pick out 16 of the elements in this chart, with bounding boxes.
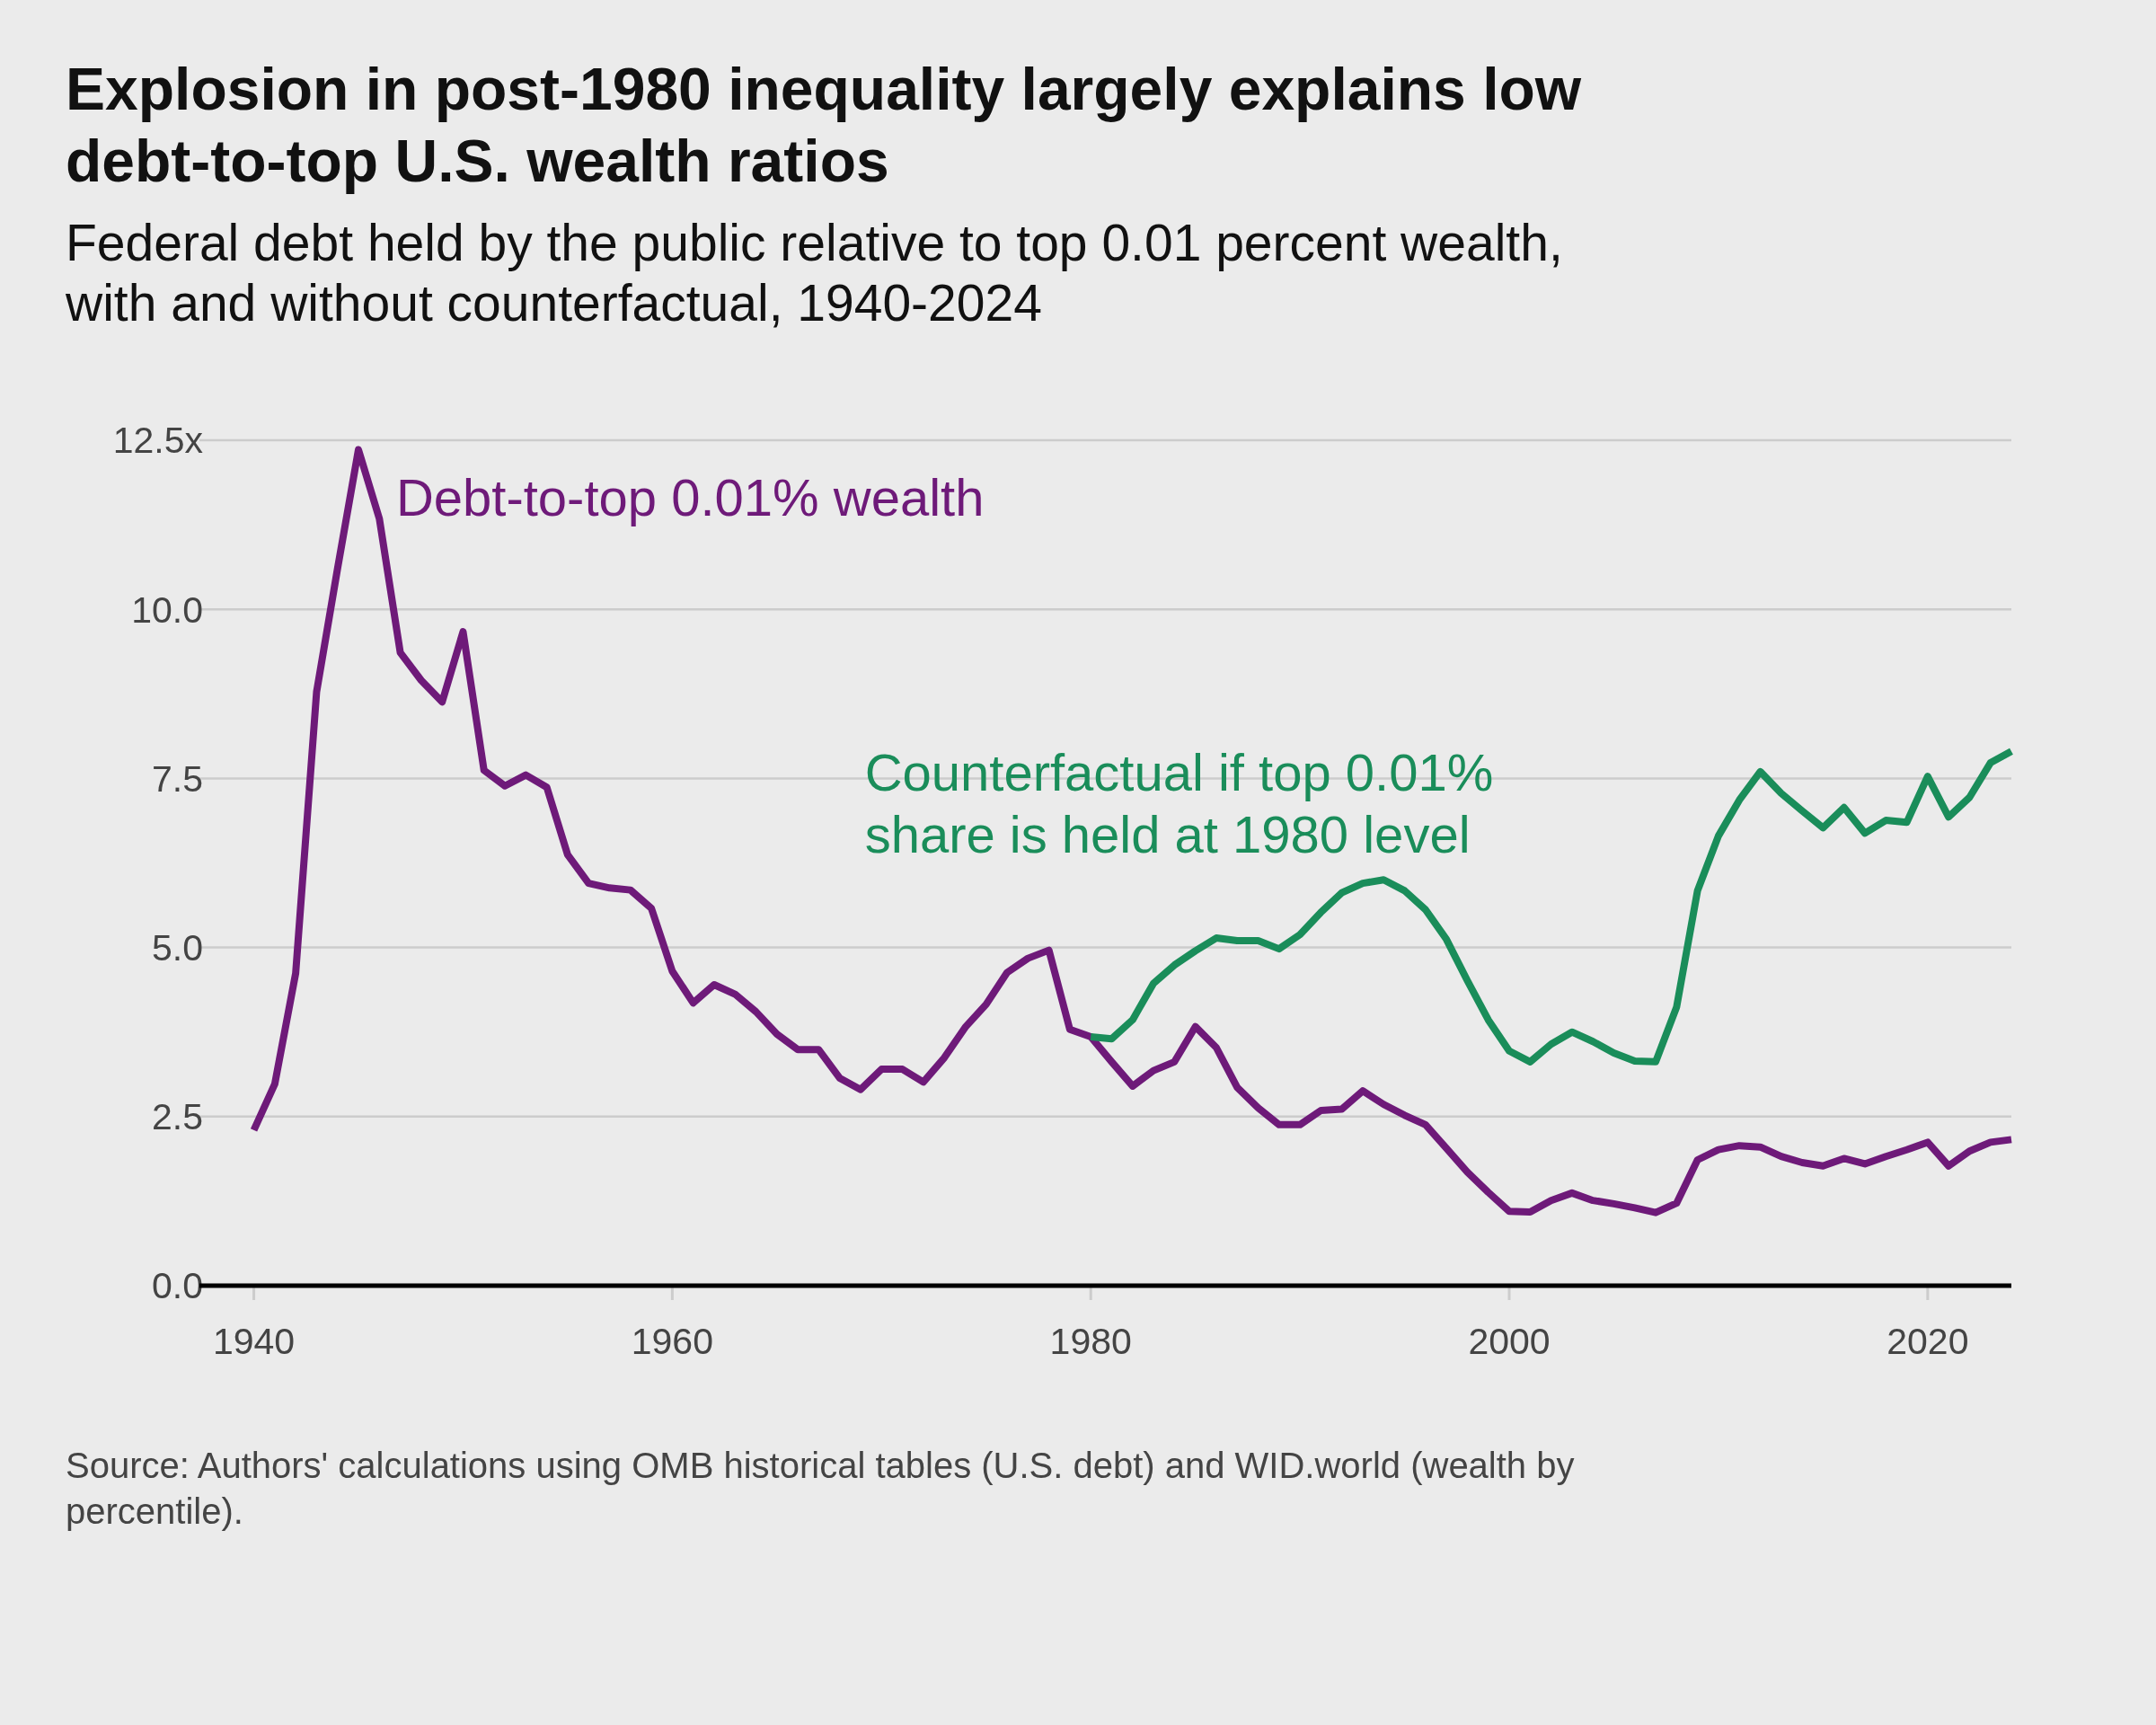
- x-tick-label: 2000: [1468, 1321, 1551, 1362]
- y-tick-label: 2.5: [152, 1096, 203, 1138]
- x-tick-label: 2020: [1886, 1321, 1969, 1362]
- y-tick-label: 5.0: [152, 926, 203, 969]
- source-note: Source: Authors' calculations using OMB historical tables (U.S. debt) and WID.world (wealth by percentile).: [66, 1446, 1575, 1531]
- y-tick-label: 10.0: [131, 588, 203, 631]
- series-label: Counterfactual if top 0.01% share is held at 1980 level: [864, 742, 1494, 863]
- series-label: Debt-to-top 0.01% wealth: [395, 468, 985, 527]
- x-tick-label: 1940: [212, 1321, 296, 1362]
- chart-subtitle: Federal debt held by the public relative to top 0.01 percent wealth, with and without counterfactual, 1940-2024: [65, 214, 1563, 332]
- y-tick-label: 12.5x: [112, 420, 204, 462]
- x-tick-label: 1980: [1049, 1321, 1132, 1362]
- chart-title: Explosion in post-1980 inequality largely explains low debt-to-top U.S. wealth ratios: [66, 56, 1582, 194]
- y-tick-label: 0.0: [152, 1265, 203, 1307]
- x-tick-label: 1960: [631, 1321, 713, 1362]
- y-tick-label: 7.5: [152, 757, 203, 800]
